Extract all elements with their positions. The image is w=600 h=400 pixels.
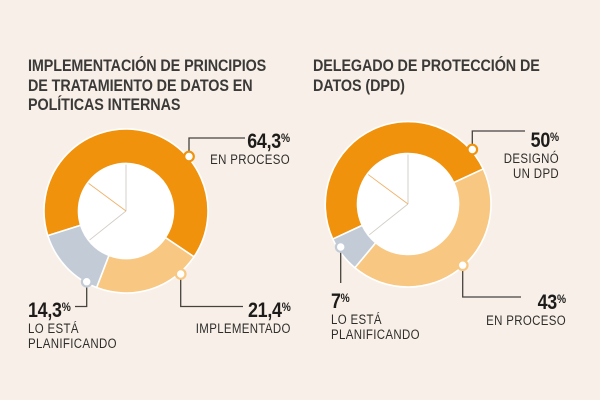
marker-dot [174,268,187,280]
leader-line [180,274,243,308]
callout-value: 21,4% [248,299,291,322]
callout-label: IMPLEMENTADO [195,321,291,336]
callout-en-proceso-right: 43% EN PROCESO [486,289,566,328]
callout-designo-un-dpd: 50% DESIGNÓ UN DPD [504,127,559,181]
callout-implementado: 21,4% IMPLEMENTADO [196,297,291,336]
donut-segment-en-proceso [354,168,492,288]
leader-line [75,281,88,308]
title-line: DATOS (DPD) [313,76,405,95]
title-line: DE TRATAMIENTO DE DATOS EN [28,76,253,95]
inner-divider-line [88,182,127,212]
percent-sign: % [281,300,291,314]
title-line: POLÍTICAS INTERNAS [28,96,181,115]
leader-line [471,130,525,150]
callout-label: DESIGNÓ [503,151,559,166]
callout-label: PLANIFICANDO [28,336,117,351]
percent-sign: % [340,291,350,305]
percent-sign: % [556,292,566,306]
callout-label: EN PROCESO [486,313,566,328]
callout-planificando-right: 7% LO ESTÁ PLANIFICANDO [331,288,420,342]
callout-label: LO ESTÁ [331,312,382,327]
percent-sign: % [280,131,290,145]
right-chart-title: DELEGADO DE PROTECCIÓN DE DATOS (DPD) [313,57,540,96]
marker-dot [456,259,469,272]
title-line: DELEGADO DE PROTECCIÓN DE [313,57,540,75]
inner-divider-line [89,210,127,241]
leader-line [188,137,245,157]
donut-segment-lo-est-planificando [47,224,110,289]
callout-en-proceso-left: 64,3% EN PROCESO [210,128,290,167]
callout-label: PLANIFICANDO [331,327,420,342]
percent-sign: % [61,300,71,314]
left-chart-title: IMPLEMENTACIÓN DE PRINCIPIOS DE TRATAMIE… [28,57,266,116]
inner-divider-line [368,203,409,236]
marker-dot [466,143,479,156]
marker-dot [183,150,195,163]
callout-planificando-left: 14,3% LO ESTÁ PLANIFICANDO [28,297,117,351]
callout-value: 43% [537,291,566,314]
marker-dot [80,275,93,288]
callout-value: 64,3% [247,130,290,153]
callout-label: EN PROCESO [210,152,290,167]
title-line: IMPLEMENTACIÓN DE PRINCIPIOS [28,57,267,75]
callout-value: 50% [530,129,559,152]
inner-divider-line [367,174,409,205]
callout-value: 7% [331,290,350,313]
marker-dot [334,241,347,253]
leader-line [462,265,521,298]
callout-value: 14,3% [28,299,71,322]
callout-label: UN DPD [512,166,559,181]
percent-sign: % [549,130,559,144]
callout-label: LO ESTÁ [28,321,79,336]
